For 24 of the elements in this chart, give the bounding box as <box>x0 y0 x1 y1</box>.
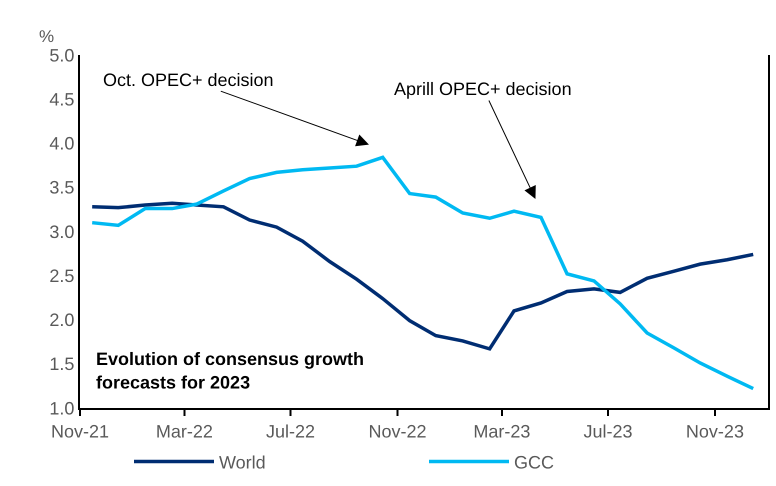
annotation: Evolution of consensus growth forecasts for 2023 <box>96 349 364 392</box>
x-tick-label: Jul-22 <box>266 422 316 442</box>
annotation: Aprill OPEC+ decision <box>394 79 572 99</box>
line-series <box>90 156 755 390</box>
annotation: Oct. OPEC+ decision <box>103 70 274 90</box>
x-tick-label: Nov-22 <box>368 422 426 442</box>
legend-label: World <box>219 452 266 473</box>
y-tick-label: 4.0 <box>49 134 74 154</box>
y-axis-title: % <box>39 27 54 46</box>
y-tick-label: 3.0 <box>49 222 74 242</box>
x-tick-label: Nov-23 <box>686 422 744 442</box>
x-tick-label: Mar-23 <box>473 422 530 442</box>
line-series <box>90 202 755 351</box>
x-tick-label: Mar-22 <box>156 422 213 442</box>
y-tick-label: 2.5 <box>49 266 74 286</box>
x-tick-label: Jul-23 <box>583 422 632 442</box>
y-tick-label: 1.5 <box>49 354 74 374</box>
legend-label: GCC <box>514 452 554 473</box>
y-tick-label: 4.5 <box>49 89 74 110</box>
y-tick-label: 2.0 <box>49 310 74 330</box>
y-tick-label: 3.5 <box>49 178 74 198</box>
y-tick-label: 1.0 <box>49 398 74 418</box>
y-tick-label: 5.0 <box>49 45 74 66</box>
x-tick-label: Nov-21 <box>50 422 110 442</box>
